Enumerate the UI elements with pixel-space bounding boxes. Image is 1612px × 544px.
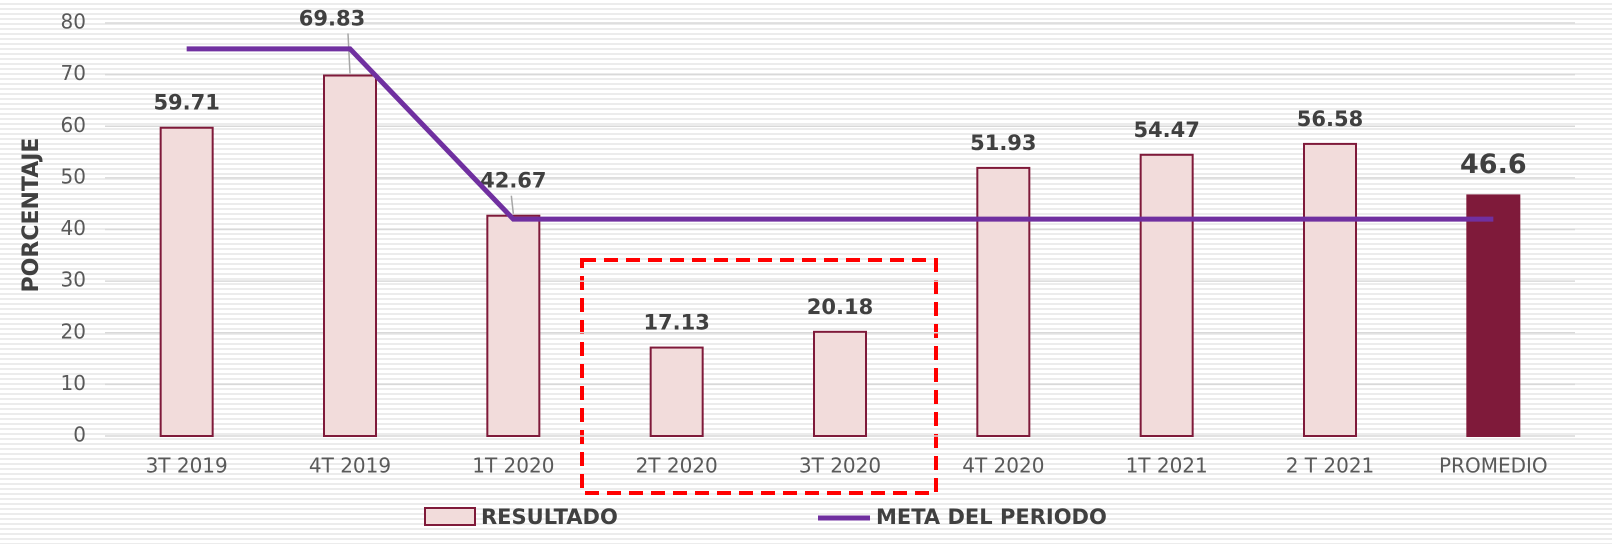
bar [1466, 194, 1521, 437]
data-label: 46.6 [1460, 149, 1527, 180]
data-label: 56.58 [1297, 107, 1363, 131]
y-tick-label: 50 [61, 164, 86, 188]
data-label: 17.13 [643, 311, 709, 335]
x-tick-label: PROMEDIO [1439, 454, 1548, 478]
bar [976, 166, 1031, 437]
y-tick-label: 80 [61, 10, 86, 34]
data-label: 59.71 [153, 91, 219, 115]
data-label: 20.18 [807, 295, 873, 319]
bar [159, 126, 214, 437]
legend-swatch [424, 507, 476, 526]
y-tick-label: 20 [61, 319, 86, 343]
x-tick-label: 4T 2020 [962, 454, 1044, 478]
y-tick-label: 70 [61, 61, 86, 85]
legend-label: RESULTADO [481, 505, 618, 529]
x-tick-label: 3T 2019 [146, 454, 228, 478]
data-label: 69.83 [299, 7, 365, 31]
bar [1303, 142, 1357, 437]
y-axis-label: PORCENTAJE [19, 138, 44, 293]
x-tick-label: 3T 2020 [799, 454, 881, 478]
x-tick-label: 1T 2021 [1126, 454, 1208, 478]
bar [649, 346, 704, 437]
y-tick-label: 0 [73, 423, 86, 447]
leader-line [510, 195, 515, 214]
legend-label: META DEL PERIODO [876, 505, 1107, 529]
line [186, 46, 1494, 222]
data-label: 42.67 [480, 169, 546, 193]
y-tick-label: 30 [61, 268, 86, 292]
bar [813, 330, 867, 437]
x-tick-label: 4T 2019 [309, 454, 391, 478]
bar [323, 74, 377, 437]
bar [486, 214, 541, 437]
data-label: 54.47 [1133, 118, 1199, 142]
data-label: 51.93 [970, 131, 1036, 155]
leader-line [347, 33, 351, 74]
highlight-box [580, 258, 938, 495]
y-tick-label: 60 [61, 113, 86, 137]
y-tick-label: 10 [61, 371, 86, 395]
x-tick-label: 2T 2020 [636, 454, 718, 478]
bar [1139, 153, 1194, 438]
x-tick-label: 1T 2020 [472, 454, 554, 478]
y-tick-label: 40 [61, 216, 86, 240]
x-tick-label: 2 T 2021 [1286, 454, 1375, 478]
